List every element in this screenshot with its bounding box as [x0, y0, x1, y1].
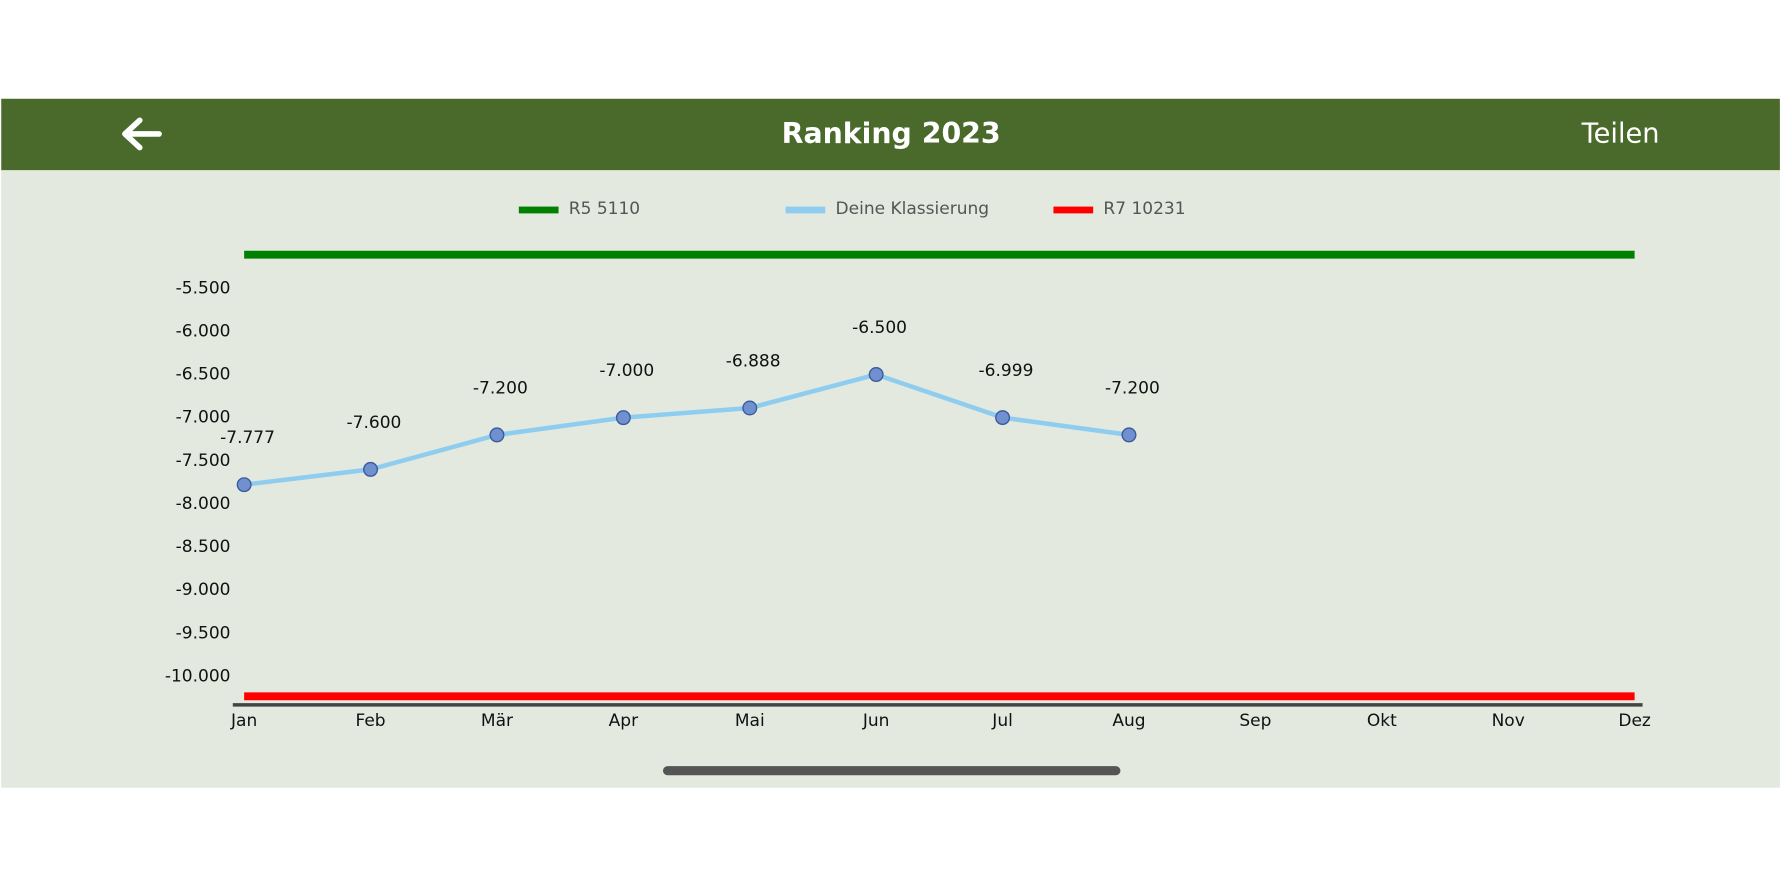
series-line	[243, 372, 1130, 487]
y-tick-label: -8.500	[176, 537, 231, 557]
data-point	[489, 427, 505, 443]
data-point	[995, 410, 1011, 426]
y-tick-label: -7.000	[176, 408, 231, 428]
legend-swatch	[518, 206, 559, 214]
legend-label: R7 10231	[1103, 199, 1185, 219]
data-label: -7.000	[599, 361, 654, 381]
plot: -5.500 -6.000 -6.500 -7.000 -7.500 -8.000 -8.5…	[165, 199, 1651, 731]
x-tick-label: Jan	[230, 711, 257, 731]
legend-label: R5 5110	[569, 199, 640, 219]
scrollbar[interactable]	[662, 766, 1121, 776]
back-button[interactable]	[122, 117, 162, 151]
data-point	[236, 477, 252, 493]
data-label: -6.888	[726, 351, 781, 371]
x-tick-label: Mai	[735, 711, 765, 731]
back-arrow	[122, 117, 162, 151]
y-tick-label: -6.500	[176, 365, 231, 385]
legend-swatch	[1053, 206, 1094, 214]
x-tick-label: Okt	[1367, 711, 1397, 731]
data-point	[868, 367, 884, 383]
header-title: Ranking 2023	[782, 117, 1001, 150]
x-tick-label: Apr	[609, 711, 638, 731]
data-label: -7.200	[1105, 378, 1160, 398]
data-point	[1121, 427, 1137, 443]
x-tick-label: Dez	[1618, 711, 1651, 731]
data-label: -6.500	[852, 318, 907, 338]
x-tick-label: Mär	[481, 711, 513, 731]
legend-label: Deine Klassierung	[836, 199, 990, 219]
data-point	[615, 410, 631, 426]
data-label: -7.200	[473, 378, 528, 398]
x-tick-label: Aug	[1112, 711, 1145, 731]
header-bar	[1, 98, 1780, 171]
y-tick-label: -9.500	[176, 623, 231, 643]
data-label: -7.600	[347, 413, 402, 433]
data-label: -6.999	[979, 361, 1034, 381]
x-tick-label: Feb	[355, 711, 385, 731]
x-tick-label: Nov	[1492, 711, 1525, 731]
legend-swatch	[785, 206, 826, 214]
y-tick-label: -7.500	[176, 451, 231, 471]
y-tick-label: -10.000	[165, 666, 231, 686]
y-tick-label: -6.000	[176, 321, 231, 341]
x-tick-label: Jun	[862, 711, 890, 731]
x-tick-label: Sep	[1239, 711, 1271, 731]
data-point	[363, 461, 379, 477]
share-button[interactable]: Teilen	[1581, 119, 1660, 150]
data-label: -7.777	[220, 428, 275, 448]
y-tick-label: -8.000	[176, 494, 231, 514]
data-point	[742, 400, 758, 416]
x-tick-label: Jul	[991, 711, 1013, 731]
y-tick-label: -9.000	[176, 580, 231, 600]
y-tick-label: -5.500	[176, 278, 231, 298]
